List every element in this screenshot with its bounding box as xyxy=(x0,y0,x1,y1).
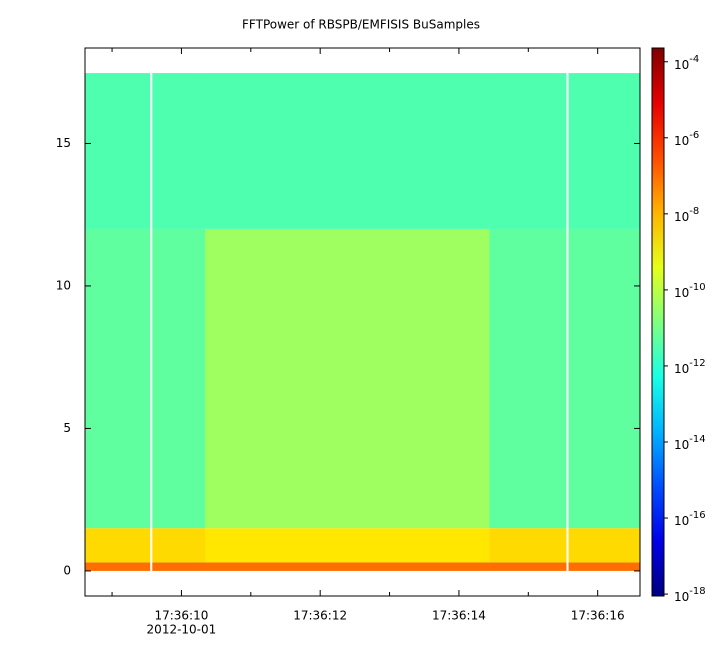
x-tick-label: 17:36:12 xyxy=(293,609,347,623)
colorbar-tick-label: 10-10 xyxy=(674,282,706,300)
colorbar-tick-exponent: -8 xyxy=(689,206,699,217)
spectrogram-cell xyxy=(205,528,490,563)
colorbar-tick-label: 10-4 xyxy=(674,54,699,72)
y-tick-label: 0 xyxy=(63,563,71,577)
colorbar xyxy=(651,47,665,597)
spectrogram-cell xyxy=(152,73,206,229)
colorbar-tick-exponent: -10 xyxy=(689,282,705,293)
spectrogram-cell xyxy=(568,528,640,563)
x-tick-label: 17:36:14 xyxy=(432,609,486,623)
y-tick-label: 5 xyxy=(63,421,71,435)
plot-frame xyxy=(84,47,641,597)
colorbar-tick-label: 10-12 xyxy=(674,358,706,376)
colorbar-tick-label: 10-6 xyxy=(674,130,699,148)
spectrogram-cell xyxy=(205,73,490,229)
spectrogram-cell xyxy=(152,528,206,563)
colorbar-tick-exponent: -12 xyxy=(689,358,705,369)
spectrogram-cell xyxy=(152,562,206,571)
spectrogram-cell xyxy=(489,528,567,563)
colorbar-tick-base: 10 xyxy=(674,514,689,528)
colorbar-tick-exponent: -6 xyxy=(689,130,699,141)
spectrogram-cell xyxy=(568,228,640,529)
spectrogram-cell xyxy=(85,228,151,529)
colorbar-tick-label: 10-16 xyxy=(674,510,706,528)
colorbar-tick-base: 10 xyxy=(674,285,689,299)
spectrogram-cell xyxy=(85,73,151,229)
spectrogram-cell xyxy=(205,562,490,571)
y-tick-label: 10 xyxy=(56,278,71,292)
colorbar-tick-base: 10 xyxy=(674,437,689,451)
colorbar-tick-exponent: -16 xyxy=(689,510,705,521)
x-tick-label: 17:36:16 xyxy=(571,609,625,623)
colorbar-tick-exponent: -14 xyxy=(689,434,705,445)
colorbar-tick-label: 10-18 xyxy=(674,586,706,604)
colorbar-tick-base: 10 xyxy=(674,133,689,147)
spectrogram-cell xyxy=(489,73,567,229)
spectrogram-cell xyxy=(489,562,567,571)
spectrogram-cell xyxy=(568,73,640,229)
colorbar-tick-base: 10 xyxy=(674,361,689,375)
spectrogram-cell xyxy=(489,228,567,529)
spectrogram-cell xyxy=(152,228,206,529)
colorbar-tick-base: 10 xyxy=(674,590,689,604)
x-date-label: 2012-10-01 xyxy=(147,623,217,637)
colorbar-tick-label: 10-8 xyxy=(674,206,699,224)
spectrogram-cell xyxy=(85,528,151,563)
y-tick-label: 15 xyxy=(56,136,71,150)
colorbar-tick-label: 10-14 xyxy=(674,434,706,452)
colorbar-tick-exponent: -18 xyxy=(689,586,705,597)
spectrogram-cell xyxy=(568,562,640,571)
spectrogram-cell xyxy=(205,228,490,529)
x-tick-label: 17:36:10 xyxy=(154,609,208,623)
colorbar-tick-base: 10 xyxy=(674,57,689,71)
colorbar-tick-base: 10 xyxy=(674,209,689,223)
spectrogram-cell xyxy=(85,562,151,571)
chart-title: FFTPower of RBSPB/EMFISIS BuSamples xyxy=(242,18,480,32)
colorbar-tick-exponent: -4 xyxy=(689,54,699,65)
